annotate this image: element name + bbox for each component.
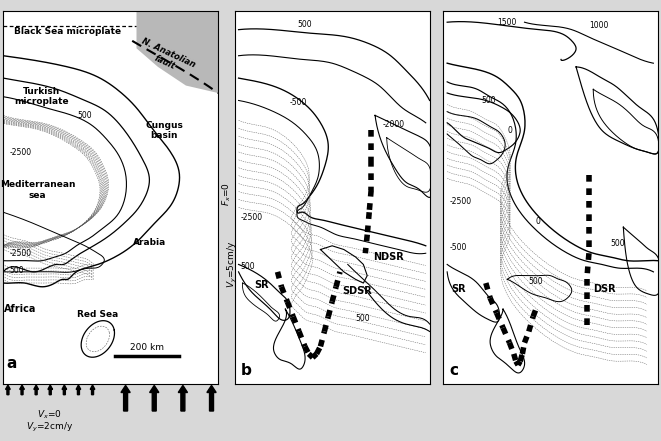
Text: b: b	[241, 363, 251, 378]
Text: $V_x$=0: $V_x$=0	[37, 408, 62, 421]
Text: 500: 500	[10, 265, 24, 274]
Text: 500: 500	[481, 96, 496, 105]
Text: -500: -500	[449, 243, 467, 252]
Polygon shape	[137, 11, 218, 93]
Text: $V_y$=5cm/y: $V_y$=5cm/y	[226, 241, 239, 288]
Text: SR: SR	[451, 284, 466, 294]
Text: 200 km: 200 km	[130, 343, 164, 351]
Text: -500: -500	[290, 98, 307, 107]
Text: Cungus
basin: Cungus basin	[145, 120, 183, 140]
Text: Red Sea: Red Sea	[77, 310, 118, 319]
Text: Turkish
microplate: Turkish microplate	[15, 87, 69, 106]
Text: 500: 500	[529, 277, 543, 286]
Text: -2500: -2500	[10, 249, 32, 258]
Text: Arabia: Arabia	[133, 238, 166, 247]
Text: -2500: -2500	[449, 197, 471, 206]
Text: 0: 0	[535, 217, 540, 226]
Text: DSR: DSR	[594, 284, 616, 294]
Text: 500: 500	[241, 262, 255, 271]
Text: 500: 500	[297, 19, 312, 29]
Text: SR: SR	[254, 280, 269, 290]
Text: 500: 500	[356, 314, 370, 323]
Text: $V_y$=2cm/y: $V_y$=2cm/y	[26, 421, 73, 434]
Text: NDSR: NDSR	[373, 252, 404, 262]
Text: a: a	[7, 356, 17, 371]
Text: N. Anatolian
fault: N. Anatolian fault	[136, 37, 197, 78]
Text: 0: 0	[508, 126, 512, 135]
Text: 1000: 1000	[589, 22, 608, 30]
Text: Mediterranean
sea: Mediterranean sea	[0, 180, 75, 200]
Text: c: c	[449, 363, 458, 378]
Text: -2500: -2500	[241, 213, 262, 222]
Text: Africa: Africa	[5, 304, 36, 314]
Text: SDSR: SDSR	[342, 285, 371, 295]
Text: Black Sea microplate: Black Sea microplate	[14, 27, 122, 36]
Text: -2000: -2000	[383, 120, 405, 129]
Text: $F_x$=0: $F_x$=0	[221, 182, 233, 206]
Text: 500: 500	[611, 239, 625, 248]
Text: -2500: -2500	[10, 148, 32, 157]
Text: 1500: 1500	[498, 18, 517, 27]
Text: 500: 500	[77, 111, 93, 120]
